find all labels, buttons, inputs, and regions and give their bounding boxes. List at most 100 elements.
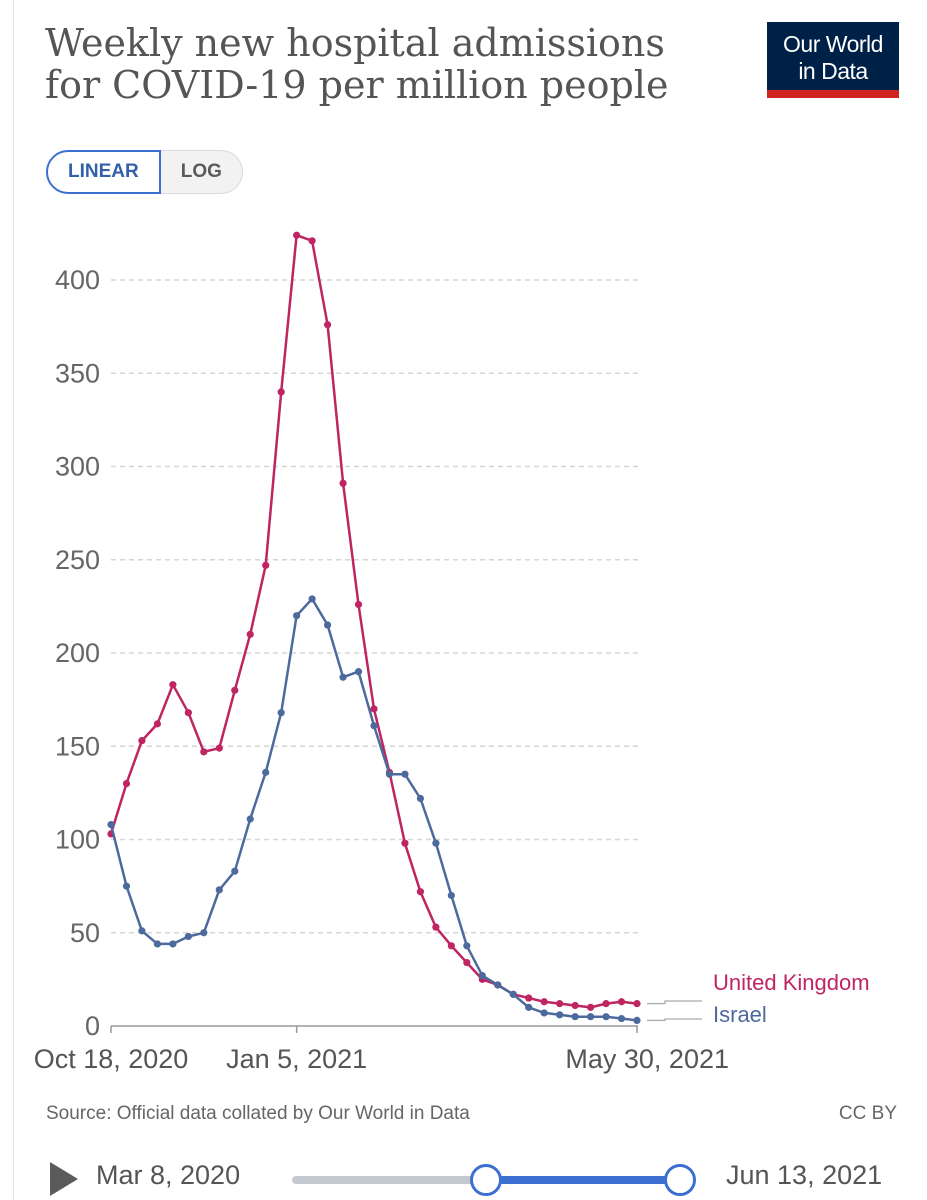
line-chart[interactable]: 0 50 100 150 200 250 300 350 400 Oct 18, 2020 Jan … <box>0 200 927 1080</box>
point-israel-34 <box>633 1016 641 1025</box>
point-united-kingdom-3 <box>153 720 162 728</box>
point-israel-7 <box>215 886 223 894</box>
y-tick-label-300: 300 <box>55 452 100 482</box>
scale-toggle: LINEAR LOG <box>46 150 243 194</box>
source-note[interactable]: Source: Official data collated by Our Wo… <box>46 1103 470 1124</box>
point-israel-1 <box>122 882 131 890</box>
connector-israel <box>647 1018 702 1021</box>
point-united-kingdom-27 <box>525 994 533 1002</box>
point-united-kingdom-22 <box>447 942 455 950</box>
point-israel-10 <box>262 768 270 776</box>
point-israel-25 <box>494 981 502 989</box>
point-israel-0 <box>107 820 115 829</box>
timeline-start-handle[interactable] <box>470 1164 502 1196</box>
point-united-kingdom-1 <box>122 779 131 788</box>
point-israel-13 <box>308 595 316 603</box>
series-line-united-kingdom <box>109 233 638 1009</box>
point-united-kingdom-20 <box>416 888 425 896</box>
point-israel-5 <box>184 932 192 941</box>
timeline-end-date: Jun 13, 2021 <box>726 1160 883 1190</box>
point-united-kingdom-16 <box>354 600 363 609</box>
point-united-kingdom-19 <box>401 839 409 847</box>
point-united-kingdom-12 <box>293 231 301 239</box>
point-united-kingdom-33 <box>617 998 626 1006</box>
chart-title: Weekly new hospital admissions for COVID… <box>45 21 669 107</box>
point-israel-15 <box>339 673 347 681</box>
point-united-kingdom-21 <box>432 923 440 931</box>
owid-logo[interactable]: Our World in Data <box>767 22 899 98</box>
license-link[interactable]: CC BY <box>838 1103 897 1124</box>
timeline-start-date: Mar 8, 2020 <box>96 1160 241 1190</box>
point-israel-6 <box>200 929 208 937</box>
point-israel-26 <box>509 990 517 998</box>
y-tick-label-250: 250 <box>55 545 100 575</box>
point-united-kingdom-23 <box>463 958 471 967</box>
point-israel-30 <box>571 1013 579 1021</box>
x-tick-label-1: Jan 5, 2021 <box>226 1044 367 1074</box>
log-scale-button[interactable]: LOG <box>160 150 243 194</box>
point-israel-32 <box>602 1013 610 1021</box>
point-united-kingdom-8 <box>231 686 239 694</box>
point-united-kingdom-7 <box>215 744 223 752</box>
point-israel-27 <box>525 1003 533 1011</box>
point-israel-29 <box>556 1011 564 1019</box>
point-united-kingdom-10 <box>262 561 270 569</box>
point-united-kingdom-28 <box>540 998 548 1006</box>
timeline-selected-range <box>484 1176 680 1184</box>
connector-united-kingdom <box>647 1000 702 1005</box>
point-israel-12 <box>293 612 301 620</box>
point-israel-28 <box>540 1009 548 1017</box>
y-tick-label-350: 350 <box>55 358 100 388</box>
point-united-kingdom-32 <box>602 1000 610 1008</box>
series-label-israel: Israel <box>713 1002 767 1027</box>
point-israel-11 <box>277 709 285 717</box>
point-united-kingdom-15 <box>339 479 347 487</box>
point-israel-14 <box>323 621 332 629</box>
series-layer <box>107 231 641 1025</box>
series-line-israel <box>109 597 638 1022</box>
point-united-kingdom-4 <box>169 681 177 689</box>
point-united-kingdom-6 <box>200 748 208 756</box>
y-tick-label-150: 150 <box>55 731 100 761</box>
point-israel-22 <box>447 891 455 900</box>
axis-layer: 0 50 100 150 200 250 300 350 400 Oct 18, 2020 Jan … <box>34 265 729 1074</box>
point-israel-17 <box>370 722 378 730</box>
point-united-kingdom-30 <box>571 1001 579 1010</box>
play-icon[interactable] <box>50 1162 78 1196</box>
logo-accent-bar <box>767 90 899 98</box>
point-united-kingdom-5 <box>184 709 192 717</box>
point-israel-2 <box>138 927 146 935</box>
point-israel-33 <box>617 1014 626 1023</box>
y-tick-label-50: 50 <box>70 918 100 948</box>
point-united-kingdom-17 <box>370 705 378 713</box>
point-israel-18 <box>385 770 394 778</box>
x-tick-label-0: Oct 18, 2020 <box>34 1044 189 1074</box>
point-united-kingdom-13 <box>308 237 316 245</box>
y-tick-label-100: 100 <box>55 825 100 855</box>
y-tick-label-200: 200 <box>55 638 100 668</box>
point-israel-31 <box>586 1013 595 1021</box>
point-israel-23 <box>463 942 471 950</box>
logo-line-1: Our World <box>783 31 883 57</box>
point-israel-21 <box>432 839 440 847</box>
x-tick-label-2: May 30, 2021 <box>565 1044 729 1074</box>
label-layer: United Kingdom Israel <box>647 970 870 1027</box>
point-united-kingdom-34 <box>633 1000 641 1008</box>
point-united-kingdom-9 <box>246 630 254 638</box>
series-label-united-kingdom: United Kingdom <box>713 970 870 995</box>
point-united-kingdom-31 <box>586 1003 595 1011</box>
point-united-kingdom-14 <box>323 321 332 329</box>
linear-scale-button[interactable]: LINEAR <box>46 150 161 194</box>
y-tick-label-400: 400 <box>55 265 100 295</box>
grid-layer <box>111 279 638 934</box>
point-united-kingdom-29 <box>556 1000 564 1008</box>
point-israel-20 <box>416 794 425 803</box>
timeline-end-handle[interactable] <box>664 1164 696 1196</box>
point-israel-8 <box>231 867 239 875</box>
left-border <box>13 0 14 1200</box>
logo-line-2: in Data <box>798 58 868 84</box>
point-israel-24 <box>478 972 486 980</box>
y-tick-label-0: 0 <box>85 1011 100 1041</box>
point-israel-16 <box>354 668 363 676</box>
point-united-kingdom-2 <box>138 737 146 745</box>
